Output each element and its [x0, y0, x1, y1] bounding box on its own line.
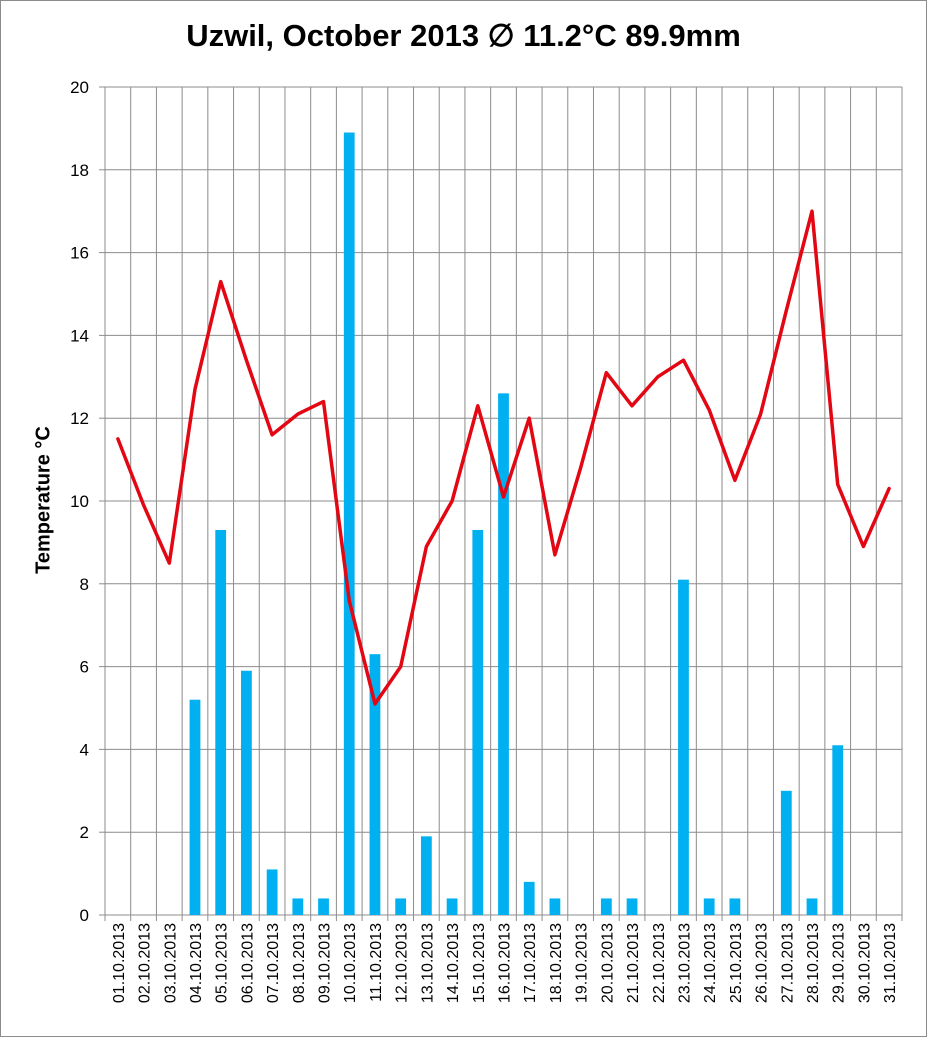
y-tick-label: 14 — [70, 326, 89, 345]
precip-bar — [806, 898, 818, 915]
precip-bar — [318, 898, 329, 915]
x-tick-label: 09.10.2013 — [317, 923, 334, 1003]
temperature-line-group — [116, 209, 891, 706]
x-tick-label: 20.10.2013 — [599, 923, 616, 1003]
x-tick-label: 10.10.2013 — [342, 923, 359, 1003]
precip-bar — [832, 745, 844, 915]
precip-bar — [523, 881, 535, 915]
precip-bar — [241, 670, 252, 915]
precip-bar — [626, 898, 638, 915]
x-tick-label: 26.10.2013 — [754, 923, 771, 1003]
precip-bar — [266, 869, 278, 915]
precip-bar — [343, 132, 355, 916]
x-tick-label: 18.10.2013 — [548, 923, 565, 1003]
x-tick-label: 27.10.2013 — [779, 923, 796, 1003]
x-tick-label: 19.10.2013 — [574, 923, 591, 1003]
y-tick-label: 12 — [70, 409, 89, 428]
precip-bar — [678, 579, 689, 915]
precip-bar — [472, 529, 484, 915]
x-tick-label: 17.10.2013 — [522, 923, 539, 1003]
tick-labels: 0 2 4 6 8 10 12 14 16 18 20 01.10.2013 02.10.2013 03.… — [70, 78, 899, 1003]
y-tick-label: 8 — [80, 575, 89, 594]
precipitation-bars — [189, 132, 844, 916]
precip-bar — [395, 898, 407, 915]
x-tick-label: 06.10.2013 — [239, 923, 256, 1003]
precip-bar — [369, 654, 381, 915]
x-tick-label: 01.10.2013 — [111, 923, 128, 1003]
x-tick-label: 03.10.2013 — [162, 923, 179, 1003]
x-tick-label: 16.10.2013 — [497, 923, 514, 1003]
x-tick-label: 24.10.2013 — [702, 923, 719, 1003]
x-tick-label: 08.10.2013 — [291, 923, 308, 1003]
x-tick-label: 21.10.2013 — [625, 923, 642, 1003]
x-tick-label: 04.10.2013 — [188, 923, 205, 1003]
precip-bar — [420, 836, 432, 915]
x-tick-label: 07.10.2013 — [265, 923, 282, 1003]
temperature-line — [116, 209, 891, 706]
precip-bar — [703, 898, 715, 915]
x-tick-label: 12.10.2013 — [394, 923, 411, 1003]
y-tick-label: 2 — [80, 823, 89, 842]
precip-bar — [215, 529, 227, 915]
y-tick-label: 0 — [80, 906, 89, 925]
precip-bar — [292, 898, 304, 915]
x-tick-label: 31.10.2013 — [882, 923, 899, 1003]
precip-bar — [549, 898, 561, 915]
chart-title: Uzwil, October 2013 ∅ 11.2°C 89.9mm — [186, 18, 741, 53]
x-tick-label: 11.10.2013 — [368, 923, 385, 1002]
x-tick-label: 02.10.2013 — [137, 923, 154, 1003]
y-tick-label: 6 — [80, 658, 89, 677]
x-tick-label: 05.10.2013 — [214, 923, 231, 1003]
precip-bar — [498, 393, 509, 915]
precip-bar — [729, 898, 741, 915]
x-tick-label: 15.10.2013 — [471, 923, 488, 1003]
precip-bar — [780, 790, 792, 915]
x-tick-label: 30.10.2013 — [856, 923, 873, 1003]
x-tick-label: 29.10.2013 — [831, 923, 848, 1003]
y-tick-label: 20 — [70, 78, 89, 97]
precip-bar — [600, 898, 612, 915]
precip-bar — [446, 898, 458, 915]
x-tick-label: 22.10.2013 — [651, 923, 668, 1003]
precip-bar — [189, 699, 201, 915]
y-tick-label: 18 — [70, 161, 89, 180]
x-tick-label: 28.10.2013 — [805, 923, 822, 1003]
x-tick-label: 14.10.2013 — [445, 923, 462, 1003]
x-tick-label: 13.10.2013 — [419, 923, 436, 1003]
x-tick-label: 23.10.2013 — [676, 923, 693, 1003]
y-tick-label: 4 — [80, 740, 89, 759]
x-tick-label: 25.10.2013 — [728, 923, 745, 1003]
y-tick-label: 10 — [70, 492, 89, 511]
y-tick-label: 16 — [70, 244, 89, 263]
